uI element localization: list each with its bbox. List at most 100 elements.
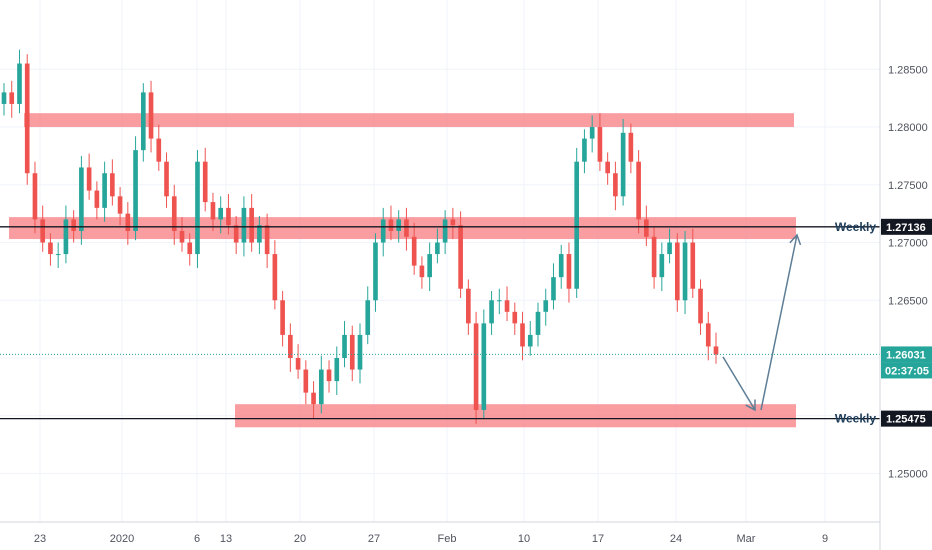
plot-background	[0, 0, 880, 522]
candle-body	[48, 242, 53, 255]
candle-body	[442, 219, 448, 243]
weekly-level-label: Weekly	[835, 412, 876, 426]
candle-body	[659, 254, 665, 278]
candle-body	[620, 132, 626, 197]
candle-body	[164, 161, 169, 197]
candle-body	[404, 219, 409, 237]
candle-body	[705, 323, 711, 347]
candle-body	[24, 63, 30, 174]
candle-body	[357, 334, 363, 370]
candle-body	[32, 173, 38, 220]
candle-body	[481, 323, 487, 410]
candle-body	[40, 219, 46, 243]
last-price-tag	[881, 346, 932, 363]
candle-body	[698, 288, 703, 324]
candle-body	[558, 254, 564, 278]
candle-body	[226, 207, 231, 226]
candle-body	[280, 300, 285, 335]
candle-body	[110, 173, 115, 197]
candle-body	[373, 242, 378, 301]
projection-arrowhead-up	[789, 233, 802, 246]
price-tags: 1.27136 1.25475 1.26031 02:37:05	[881, 218, 932, 427]
candle-body	[589, 127, 595, 139]
candle-body	[311, 392, 316, 405]
candle-body	[690, 242, 696, 289]
candle-body	[597, 127, 603, 162]
candle-body	[411, 236, 417, 266]
candle-body	[179, 230, 185, 243]
time-tick-label: 9	[822, 533, 828, 545]
candle-body	[102, 173, 107, 208]
candles	[1, 49, 719, 424]
candle-body	[349, 334, 355, 370]
candle-body	[249, 207, 254, 243]
candle-body	[682, 242, 688, 301]
projection-leg-up	[760, 234, 798, 411]
weekly-price-tag-text: 1.27136	[886, 222, 926, 234]
candle-body	[713, 346, 719, 355]
candle-body	[55, 254, 61, 256]
candle-body	[17, 63, 22, 104]
price-tick-label: 1.26500	[888, 295, 928, 307]
candle-body	[140, 92, 146, 151]
candle-body	[527, 334, 533, 347]
price-tick-label: 1.28500	[888, 64, 928, 76]
candle-body	[613, 173, 618, 197]
price-levels: Weekly Weekly	[0, 220, 880, 426]
time-tick-label: 23	[34, 533, 46, 545]
zone-band	[9, 217, 796, 240]
last-price-tag-text: 1.26031	[886, 349, 926, 361]
price-tick-label: 1.27000	[888, 238, 928, 250]
candle-body	[202, 161, 208, 203]
candle-body	[535, 311, 541, 335]
zone-band	[235, 404, 796, 428]
candle-body	[419, 265, 425, 278]
weekly-price-tag	[881, 218, 932, 235]
candle-body	[388, 219, 394, 231]
time-axis[interactable]: 23 2020 6 13 20 27 Feb 10 17 24 Mar 9	[34, 533, 828, 545]
candle-body	[458, 225, 463, 289]
resistance-support-zones	[9, 113, 796, 428]
candle-body	[86, 167, 92, 191]
candle-body	[233, 225, 239, 243]
candle-body	[582, 138, 587, 162]
time-tick-label: 13	[220, 533, 232, 545]
candle-body	[326, 369, 332, 382]
weekly-level-label: Weekly	[835, 220, 876, 234]
candle-body	[543, 300, 549, 312]
price-tick-label: 1.27500	[888, 180, 928, 192]
time-tick-label: 24	[670, 533, 682, 545]
candle-body	[496, 300, 502, 302]
time-tick-label: Mar	[737, 533, 756, 545]
time-tick-label: Feb	[438, 533, 457, 545]
candle-body	[241, 207, 247, 243]
candle-body	[148, 92, 154, 139]
candle-body	[628, 132, 634, 162]
candle-body	[365, 300, 371, 335]
time-tick-label: 20	[294, 533, 306, 545]
candle-body	[1, 92, 7, 104]
candle-body	[636, 161, 641, 220]
candle-body	[71, 219, 76, 231]
candle-body	[427, 254, 432, 278]
candle-body	[512, 311, 518, 324]
candle-body	[264, 225, 270, 255]
candle-body	[117, 196, 123, 214]
candle-body	[651, 236, 657, 278]
candle-body	[504, 300, 510, 312]
candle-body	[303, 369, 309, 393]
candle-body	[380, 219, 386, 243]
candle-body	[435, 242, 440, 255]
time-tick-label: 10	[518, 533, 530, 545]
weekly-price-tag	[881, 410, 932, 427]
countdown-tag	[881, 362, 932, 379]
projection-arrows	[722, 233, 802, 412]
candle-body	[125, 213, 131, 231]
candle-body	[489, 300, 494, 324]
candle-body	[566, 254, 572, 289]
candle-body	[318, 369, 324, 405]
time-tick-label: 2020	[110, 533, 134, 545]
candle-body	[257, 225, 262, 243]
candle-body	[133, 150, 138, 231]
